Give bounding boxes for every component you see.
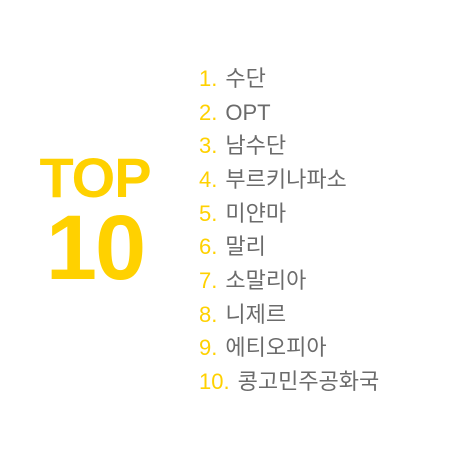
rank-name: 말리 bbox=[225, 234, 266, 260]
list-item: 3. 남수단 bbox=[199, 129, 379, 163]
rank-number: 1. bbox=[199, 65, 218, 91]
rank-number: 7. bbox=[199, 267, 218, 293]
top-ten-badge: TOP 10 bbox=[0, 146, 190, 299]
list-item: 9. 에티오피아 bbox=[199, 332, 379, 366]
rank-number: 10. bbox=[199, 369, 230, 395]
rank-number: 8. bbox=[199, 301, 218, 327]
rank-number: 2. bbox=[199, 99, 218, 125]
rank-number: 3. bbox=[199, 133, 218, 159]
rank-name: 남수단 bbox=[225, 133, 287, 159]
top-number: 10 bbox=[45, 197, 146, 299]
top-label: TOP bbox=[39, 146, 151, 209]
list-item: 10. 콩고민주공화국 bbox=[199, 365, 379, 399]
rank-number: 6. bbox=[199, 234, 218, 260]
rank-name: 미얀마 bbox=[225, 200, 287, 226]
list-item: 8. 니제르 bbox=[199, 298, 379, 332]
list-item: 5. 미얀마 bbox=[199, 197, 379, 231]
rank-number: 5. bbox=[199, 200, 218, 226]
rank-number: 4. bbox=[199, 166, 218, 192]
list-item: 6. 말리 bbox=[199, 230, 379, 264]
rank-name: 니제르 bbox=[225, 301, 287, 327]
rank-name: 에티오피아 bbox=[225, 335, 327, 361]
list-item: 7. 소말리아 bbox=[199, 264, 379, 298]
rank-name: OPT bbox=[225, 99, 271, 125]
list-item: 2. OPT bbox=[199, 96, 379, 130]
rank-number: 9. bbox=[199, 335, 218, 361]
ranking-list: 1. 수단 2. OPT 3. 남수단 4. 부르키나파소 5. 미얀마 6. … bbox=[199, 62, 379, 399]
list-item: 1. 수단 bbox=[199, 62, 379, 96]
list-item: 4. 부르키나파소 bbox=[199, 163, 379, 197]
rank-name: 수단 bbox=[225, 65, 266, 91]
rank-name: 콩고민주공화국 bbox=[237, 369, 380, 395]
rank-name: 소말리아 bbox=[225, 267, 307, 293]
rank-name: 부르키나파소 bbox=[225, 166, 347, 192]
